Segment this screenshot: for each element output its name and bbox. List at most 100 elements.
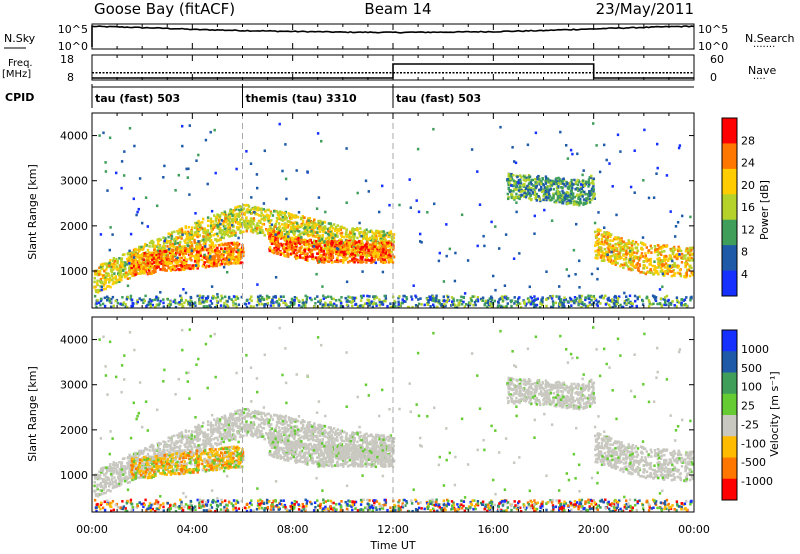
power-cell [181, 304, 185, 308]
power-cell [137, 272, 141, 275]
power-cell [638, 295, 641, 298]
power-cell [227, 223, 231, 227]
power-cell [496, 305, 500, 309]
power-cell [198, 297, 201, 301]
power-cell [523, 191, 526, 195]
power-cell [229, 224, 232, 227]
power-cell [103, 296, 106, 300]
power-cell [169, 246, 172, 249]
power-cell [184, 241, 187, 245]
power-cell [254, 205, 257, 209]
power-cell [457, 304, 460, 307]
power-cell [239, 248, 242, 252]
power-cell [238, 258, 241, 262]
power-cell [592, 188, 595, 191]
power-cell [593, 192, 596, 196]
power-cell [573, 301, 576, 305]
power-cell [167, 259, 170, 262]
power-cell [293, 299, 296, 302]
power-cell [308, 234, 311, 237]
power-cell [386, 304, 389, 308]
power-cell [575, 203, 578, 206]
power-cell [196, 294, 199, 298]
power-cell [182, 266, 186, 269]
power-cell [328, 248, 331, 252]
power-cell [290, 299, 294, 302]
power-cell [231, 212, 234, 215]
power-cell [314, 242, 317, 245]
power-cell [334, 243, 337, 246]
power-cell [283, 245, 286, 249]
power-cell [575, 180, 578, 184]
power-cell [559, 179, 563, 183]
power-cell [331, 254, 334, 258]
power-cell [330, 240, 333, 243]
power-cell [550, 184, 554, 187]
power-cell [160, 252, 164, 256]
power-cell [322, 253, 326, 256]
power-cell [602, 256, 605, 259]
power-cell [638, 264, 642, 268]
power-cell [162, 301, 165, 305]
power-cell [168, 251, 172, 254]
power-cell [347, 246, 350, 250]
power-cell [288, 214, 291, 218]
power-cell [277, 231, 281, 235]
power-cell [249, 229, 253, 232]
power-cell [658, 263, 662, 267]
power-cell [685, 275, 688, 279]
power-cell [286, 225, 289, 229]
power-cell [169, 255, 172, 259]
power-cell [665, 294, 669, 298]
power-cell [594, 244, 597, 247]
power-cell [221, 260, 225, 263]
noise-right-tick-bottom: 10^0 [698, 40, 728, 53]
power-cell [225, 243, 229, 247]
power-cell [630, 244, 634, 247]
power-cell [218, 255, 221, 259]
power-cell [328, 240, 332, 243]
power-cell [544, 179, 547, 183]
power-cell [152, 259, 155, 262]
power-cell [523, 175, 526, 179]
power-cell [185, 234, 189, 238]
power-cell [225, 260, 229, 264]
cpid-segments: tau (fast) 503 themis (tau) 3310 tau (fast… [91, 84, 481, 108]
power-cell [474, 303, 477, 307]
power-cell [124, 305, 127, 309]
power-cell [186, 250, 189, 253]
noise-left-tick-bottom: 10^0 [58, 40, 88, 53]
power-cell [634, 246, 637, 250]
power-cell [367, 230, 370, 234]
power-cell [343, 257, 346, 260]
power-cell [587, 294, 590, 298]
power-cell [353, 249, 357, 252]
power-cell [587, 180, 590, 184]
power-cell [323, 258, 327, 261]
power-cell [372, 254, 376, 258]
power-cell [391, 238, 394, 242]
power-cell [259, 214, 263, 218]
power-cell [237, 222, 240, 226]
power-cell [112, 257, 115, 260]
power-cell [368, 259, 371, 262]
power-cell [316, 231, 319, 234]
power-cell [527, 176, 530, 179]
power-cell [531, 178, 534, 182]
power-cell [135, 263, 138, 266]
power-cell [124, 303, 127, 306]
power-cell [652, 302, 655, 306]
power-cell [548, 195, 552, 198]
power-cell [370, 247, 373, 250]
power-cell [226, 233, 230, 237]
power-cell [234, 302, 237, 306]
power-cell [625, 257, 628, 261]
power-cell [610, 233, 613, 236]
power-cell [199, 249, 203, 252]
power-cell [390, 243, 394, 246]
power-cell [520, 190, 523, 193]
power-cell [213, 223, 216, 226]
power-cell [194, 221, 197, 225]
power-cell [625, 244, 628, 248]
power-cell [219, 214, 222, 217]
